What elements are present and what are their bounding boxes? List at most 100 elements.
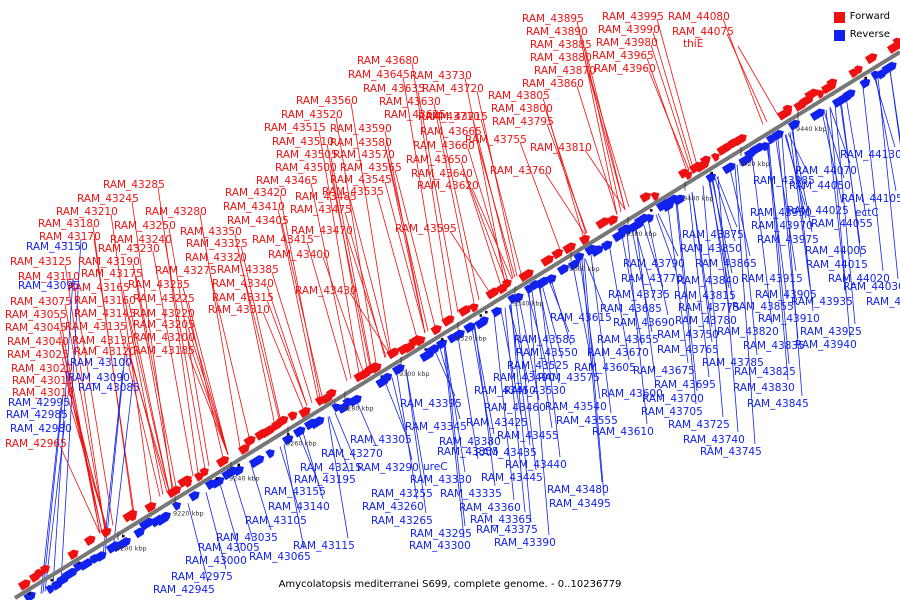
forward-leader-line [545, 110, 587, 234]
forward-gene-label: RAM_43165 [68, 282, 130, 294]
reverse-gene-label: RAM_43875 [682, 229, 744, 241]
reverse-gene-label: RAM_43910 [758, 313, 820, 325]
forward-leader-line [199, 213, 241, 448]
forward-gene-arrow [485, 287, 500, 300]
forward-gene-label: RAM_43510 [272, 136, 334, 148]
forward-gene-label: RAM_43960 [594, 63, 656, 75]
reverse-gene-arrow [545, 274, 557, 285]
forward-leader-line [394, 169, 436, 327]
forward-leader-line [128, 353, 170, 492]
reverse-gene-arrow [281, 434, 294, 446]
forward-gene-arrow [468, 303, 479, 313]
forward-gene-label: RAM_43810 [530, 142, 592, 154]
reverse-gene-arrow [45, 584, 55, 594]
forward-gene-label: RAM_43485 [295, 191, 357, 203]
forward-gene-label: RAM_43310 [208, 304, 270, 316]
forward-gene-label: RAM_43055 [5, 309, 67, 321]
scale-tick-label: 9280 kbp [343, 404, 374, 412]
forward-leader-line [384, 181, 426, 334]
legend-reverse-label: Reverse [849, 29, 890, 40]
reverse-leader-line [518, 298, 540, 401]
reverse-gene-label: RAM_42945 [153, 584, 215, 596]
forward-leader-line [152, 250, 194, 477]
reverse-gene-label: RAM_43585 [514, 334, 576, 346]
reverse-gene-arrow [556, 264, 570, 276]
reverse-leader-line [834, 104, 856, 325]
forward-gene-label: RAM_43405 [227, 215, 289, 227]
reverse-gene-label: RAM_43745 [700, 446, 762, 458]
strand-legend: Forward Reverse [833, 8, 890, 44]
reverse-leader-line [626, 232, 648, 425]
forward-leader-line [266, 299, 308, 406]
forward-leader-line [737, 45, 779, 116]
reverse-gene-label: RAM_43525 [507, 360, 569, 372]
forward-gene-arrow [193, 472, 204, 482]
forward-gene-arrow [325, 388, 337, 399]
forward-gene-arrow [83, 535, 96, 546]
reverse-leader-line [384, 381, 406, 433]
reverse-gene-label: RAM_43085 [78, 382, 140, 394]
forward-leader-line [384, 144, 426, 334]
forward-gene-label: RAM_43580 [330, 137, 392, 149]
forward-leader-line [318, 129, 360, 374]
forward-leader-line [402, 76, 444, 323]
reverse-leader-line [531, 290, 553, 429]
forward-leader-line [209, 272, 251, 442]
forward-gene-label: RAM_43250 [114, 220, 176, 232]
forward-gene-label: RAM_43560 [296, 95, 358, 107]
forward-gene-label: RAM_44075 [672, 26, 734, 38]
reverse-leader-line [829, 107, 851, 338]
reverse-gene-arrow [523, 284, 534, 294]
forward-gene-label: RAM_43135 [65, 321, 127, 333]
forward-gene-label: RAM_43020 [11, 363, 73, 375]
reverse-gene-label: RAM_43790 [623, 258, 685, 270]
reverse-gene-label: RAM_43855 [732, 301, 794, 313]
reverse-gene-label: RAM_43270 [321, 448, 383, 460]
reverse-gene-label: RAM_43490 [493, 372, 555, 384]
forward-leader-line [650, 44, 692, 170]
forward-gene-label: thiE [683, 38, 703, 50]
reverse-leader-line [792, 129, 814, 312]
forward-leader-line [128, 302, 170, 492]
scale-tick-label: 9300 kbp [399, 370, 430, 378]
reverse-gene-arrow [331, 403, 341, 413]
forward-leader-line [271, 271, 313, 403]
reverse-gene-label: RAM_44130 [840, 149, 900, 161]
forward-leader-line [584, 46, 626, 210]
reverse-leader-line [572, 265, 594, 371]
forward-leader-line [474, 133, 516, 278]
reverse-leader-line [510, 303, 532, 523]
reverse-gene-label: RAM_43695 [654, 379, 716, 391]
reverse-leader-line [405, 368, 427, 487]
reverse-leader-line [702, 185, 724, 418]
reverse-swatch [833, 29, 845, 41]
reverse-leader-line [608, 243, 630, 361]
forward-leader-line [465, 175, 507, 284]
forward-gene-label: RAM_43240 [110, 234, 172, 246]
reverse-gene-arrow [463, 322, 476, 334]
forward-gene-label: RAM_43120 [74, 346, 136, 358]
forward-gene-label: RAM_43145 [74, 308, 136, 320]
reverse-leader-line [504, 307, 526, 513]
forward-leader-line [349, 198, 391, 355]
forward-gene-label: RAM_43110 [18, 271, 80, 283]
forward-gene-label: RAM_43385 [217, 264, 279, 276]
forward-gene-arrow [501, 279, 512, 289]
reverse-gene-arrow [265, 449, 275, 459]
forward-gene-label: RAM_43520 [281, 109, 343, 121]
reverse-gene-label: RAM_43105 [245, 515, 307, 527]
forward-gene-label: RAM_43800 [491, 103, 553, 115]
forward-gene-arrow [127, 512, 137, 522]
forward-gene-label: RAM_44080 [668, 11, 730, 23]
reverse-gene-label: RAM_43380 [439, 436, 501, 448]
reverse-gene-label: RAM_43440 [505, 459, 567, 471]
forward-gene-label: RAM_43715 [426, 111, 488, 123]
reverse-gene-arrow [248, 455, 265, 469]
reverse-gene-label: ureC [423, 461, 448, 473]
forward-gene-label: RAM_43235 [128, 279, 190, 291]
forward-leader-line [132, 263, 174, 489]
reverse-gene-label: RAM_43950 [750, 207, 812, 219]
legend-forward-label: Forward [849, 11, 890, 22]
reverse-gene-arrow [672, 194, 686, 206]
forward-gene-label: RAM_42965 [5, 438, 67, 450]
